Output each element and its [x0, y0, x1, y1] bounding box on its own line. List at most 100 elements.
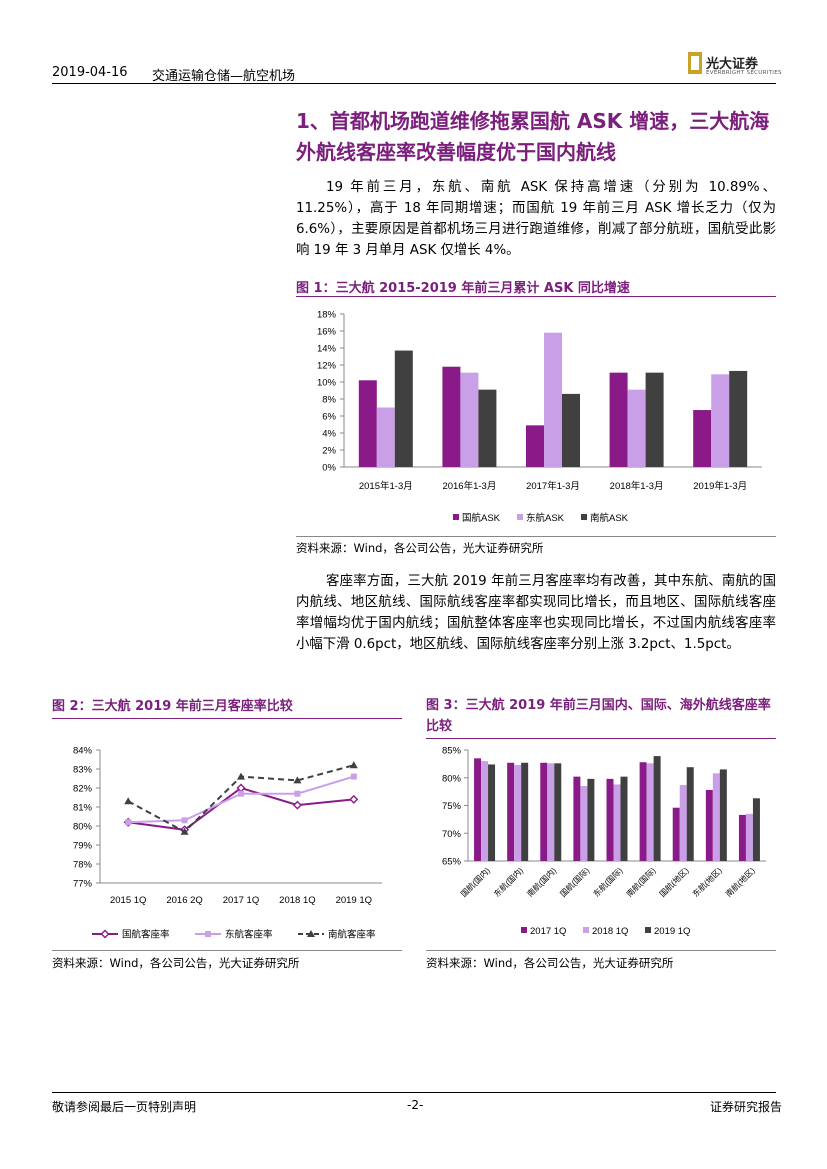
bar [705, 789, 713, 861]
bar [711, 374, 730, 467]
logo-subtext: EVERBRIGHT SECURITIES [706, 70, 782, 76]
figure2-source: 资料来源：Wind，各公司公告，光大证券研究所 [52, 956, 300, 970]
y-tick-label: 79% [73, 841, 93, 852]
bar [376, 407, 395, 467]
logo-text: 光大证券 [706, 57, 759, 72]
bar [544, 332, 562, 467]
x-tick-label: 2017年1-3月 [526, 480, 580, 492]
legend-label: 南航客座率 [328, 929, 376, 941]
x-tick-label: 南航(地区) [723, 865, 757, 899]
legend-swatch [521, 927, 527, 933]
x-tick-label: 2016年1-3月 [442, 480, 496, 492]
bar [679, 784, 687, 861]
legend-label: 南航ASK [590, 512, 629, 524]
x-tick-label: 国航(国际) [558, 865, 592, 899]
data-point [180, 827, 189, 835]
data-point [181, 817, 188, 824]
x-tick-label: 南航(国际) [624, 865, 658, 899]
bar [481, 761, 489, 861]
data-point [307, 930, 315, 937]
bar [478, 389, 497, 467]
bar [562, 393, 580, 467]
footer-report-type: 证券研究报告 [710, 1100, 783, 1114]
logo-icon [688, 52, 702, 74]
y-tick-label: 16% [317, 327, 337, 338]
data-point [237, 772, 245, 780]
bar [738, 814, 746, 861]
x-tick-label: 2019 1Q [336, 895, 372, 906]
bar [606, 778, 614, 861]
figure2-chart: 84% 83% 82% 81% 80% 79% 78% 77% 2015 1Q 2016 2Q 20… [73, 746, 382, 941]
y-tick-label: 80% [442, 773, 462, 784]
y-tick-label: 82% [73, 784, 93, 795]
legend-swatch [581, 514, 587, 520]
y-tick-label: 8% [322, 395, 336, 406]
bar [514, 764, 522, 861]
footer-disclaimer: 敬请参阅最后一页特别声明 [52, 1100, 197, 1114]
bar [474, 758, 482, 861]
legend-label: 国航ASK [462, 512, 501, 524]
figure3-divider [426, 738, 776, 739]
bar [488, 764, 496, 861]
y-tick-label: 6% [322, 412, 336, 423]
bar [507, 762, 515, 861]
bar [639, 762, 647, 861]
y-tick-label: 12% [317, 361, 337, 372]
legend-swatch [583, 927, 589, 933]
y-tick-label: 84% [73, 746, 93, 757]
x-tick-label: 南航(国内) [525, 865, 559, 899]
x-tick-label: 国航(地区) [657, 865, 691, 899]
header-divider [52, 83, 776, 84]
bar [646, 763, 654, 861]
y-tick-label: 80% [73, 822, 93, 833]
data-point [294, 790, 301, 797]
legend-label: 东航ASK [526, 512, 565, 524]
figure1-source: 资料来源：Wind，各公司公告，光大证券研究所 [296, 541, 544, 555]
data-point [349, 761, 358, 769]
x-tick-label: 东航(国际) [591, 865, 625, 899]
header-topic: 交通运输仓储—航空机场 [152, 69, 296, 84]
data-point [238, 790, 244, 797]
y-tick-label: 70% [442, 829, 462, 840]
legend-label: 2018 1Q [592, 926, 628, 937]
data-point [100, 929, 110, 939]
bar [719, 769, 727, 861]
bar [394, 350, 413, 467]
header-date: 2019-04-16 [52, 65, 128, 80]
bar [672, 807, 680, 861]
bar [526, 425, 544, 467]
y-tick-label: 78% [73, 860, 93, 871]
bar [745, 813, 753, 861]
data-point [125, 819, 132, 826]
figure2-divider [52, 718, 402, 719]
section-title: 1、首都机场跑道维修拖累国航 ASK 增速，三大航海外航线客座率改善幅度优于国内… [296, 109, 770, 164]
bar [580, 786, 588, 861]
x-tick-label: 国航(国内) [459, 865, 493, 899]
page-number: -2- [407, 1098, 424, 1112]
bar [752, 798, 760, 861]
footer-divider [52, 1092, 776, 1093]
figure1-title: 图 1：三大航 2015-2019 年前三月累计 ASK 同比增速 [296, 281, 630, 296]
paragraph-load-factor: 客座率方面，三大航 2019 年前三月客座率均有改善，其中东航、南航的国内航线、… [296, 574, 776, 652]
data-point [124, 797, 133, 805]
figure1-source-divider [296, 536, 776, 537]
bar [613, 784, 621, 861]
data-point [350, 773, 357, 780]
legend-label: 国航客座率 [122, 929, 170, 941]
y-tick-label: 0% [322, 463, 336, 474]
y-tick-label: 85% [442, 746, 462, 757]
bar [729, 370, 748, 467]
bar [587, 778, 595, 861]
bar [573, 776, 581, 861]
bar [627, 389, 646, 467]
figure1-chart: 18% 16% 14% 12% 10% 8% 6% 4% 2% 0% 2015年1-3月 2016年1… [317, 310, 762, 524]
x-tick-label: 2017 1Q [223, 895, 259, 906]
x-tick-label: 东航(地区) [690, 865, 724, 899]
legend-swatch [453, 514, 459, 520]
figure3-source: 资料来源：Wind，各公司公告，光大证券研究所 [426, 956, 674, 970]
bar [540, 762, 548, 861]
data-point [293, 776, 302, 784]
bar [358, 380, 377, 467]
bar [693, 410, 712, 467]
bar [712, 773, 720, 861]
